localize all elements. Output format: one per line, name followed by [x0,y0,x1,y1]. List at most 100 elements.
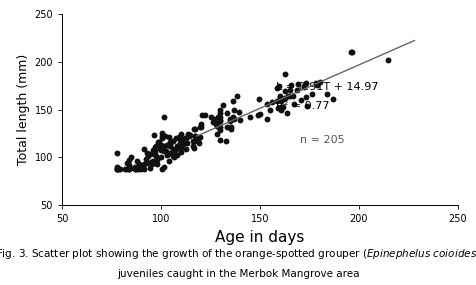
Point [160,148,168,152]
Point [157,147,165,152]
Point [135,162,143,166]
Point [216,108,224,113]
Point [115,167,122,171]
Point [178,137,185,141]
Point [194,141,202,146]
Point [294,82,302,86]
Point [216,114,224,119]
Point [228,115,236,119]
Point [123,161,130,166]
Point [174,144,181,148]
Point [183,141,190,145]
Point [163,142,170,147]
Point [281,88,288,93]
Point [169,150,177,154]
Point [287,82,294,87]
Point [176,141,183,145]
Point [191,133,198,138]
Point [228,99,236,103]
Point [116,167,123,171]
Point [157,142,165,147]
Point [125,162,132,167]
Point [135,165,143,169]
Point [210,121,218,125]
Point [282,111,290,116]
Point [226,119,234,124]
Point [280,72,288,77]
Point [165,135,172,139]
Point [300,84,307,89]
Point [288,93,296,98]
Point [188,139,196,143]
Point [149,158,157,163]
Point [262,117,270,121]
Point [139,162,147,166]
Point [274,106,281,110]
Point [256,112,263,117]
Point [197,125,205,130]
Point [219,103,227,107]
Point [277,99,284,103]
Point [172,147,179,152]
Point [216,128,224,133]
Point [169,154,176,158]
Point [189,127,197,131]
Point [216,118,224,123]
Point [150,152,158,156]
Point [255,96,262,101]
Point [161,134,169,138]
Point [208,120,216,125]
Point [181,147,189,151]
Point [196,125,203,129]
Point [213,132,220,137]
Point [132,167,139,171]
Point [165,158,172,163]
Point [134,167,141,171]
Point [166,151,173,155]
Point [113,167,121,171]
Point [113,150,121,155]
Point [191,133,198,138]
Point [301,81,309,85]
Point [173,153,180,157]
Point [307,91,315,96]
Point [278,105,285,109]
Point [113,164,121,169]
Point [277,107,284,112]
Point [186,132,194,137]
Point [169,147,176,152]
Point [143,161,150,166]
Point [283,93,291,98]
Point [157,155,164,159]
Point [166,144,174,148]
Point [233,93,240,98]
Point [297,97,304,102]
Point [278,96,286,101]
Point [286,87,294,92]
Point [299,84,307,88]
Point [175,135,182,140]
Point [121,167,129,171]
Point [149,148,157,152]
Text: L = 0.91T + 14.97: L = 0.91T + 14.97 [275,82,377,92]
Point [266,108,274,112]
Point [200,112,208,117]
Point [145,165,153,170]
Point [181,135,188,140]
Point [150,133,158,137]
Point [169,138,177,143]
Point [167,140,175,144]
Point [272,99,280,103]
Point [246,115,254,120]
Point [133,158,140,163]
Point [213,124,221,129]
Point [322,92,330,97]
Point [177,146,184,150]
Point [177,150,184,154]
Point [216,138,224,143]
Point [125,158,133,163]
Point [230,116,238,121]
Point [172,136,179,140]
Point [153,143,161,148]
Point [227,125,235,129]
